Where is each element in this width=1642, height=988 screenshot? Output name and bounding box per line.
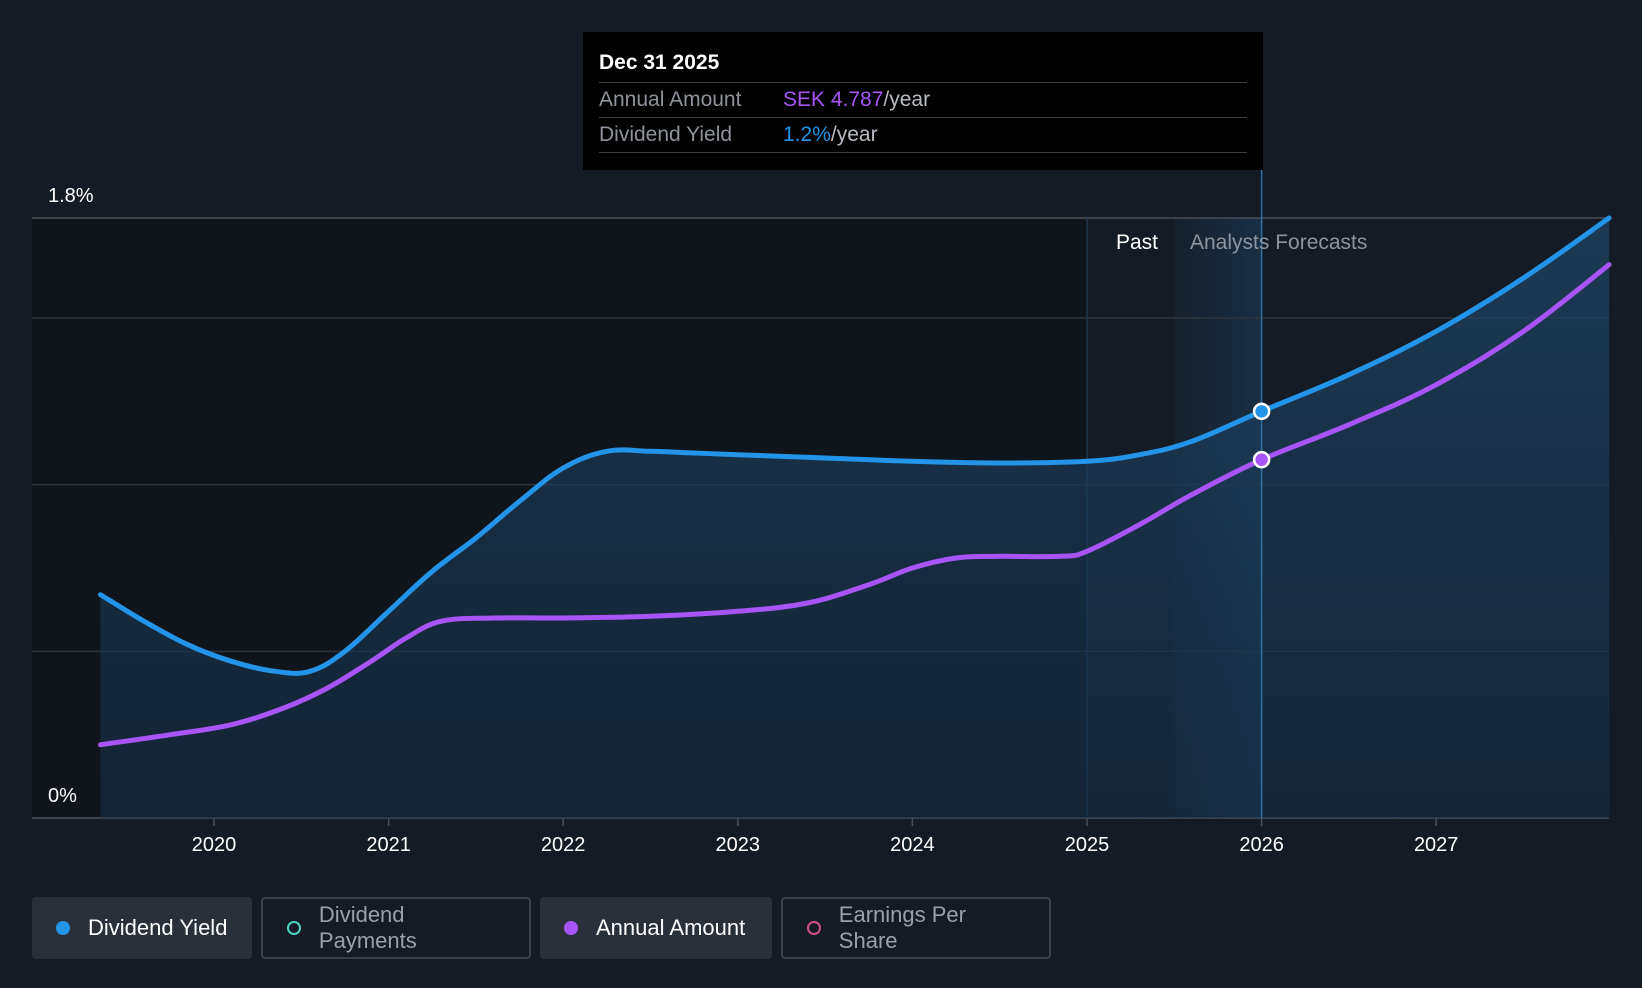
x-tick-label: 2021 [366,834,411,856]
x-tick-label: 2025 [1065,834,1110,856]
annual-amount-line [98,262,1612,748]
tooltip-dividend-yield-label: Dividend Yield [599,123,733,146]
legend-label-dividend-yield: Dividend Yield [88,915,228,940]
dividend-payments-ring-icon [287,921,301,935]
legend: Dividend Yield Dividend Payments Annual … [32,897,1051,959]
legend-label-annual-amount: Annual Amount [596,915,746,940]
tooltip-annual-amount-value: SEK 4.787 [783,88,884,111]
tooltip-annual-amount-unit: /year [883,88,931,111]
x-tick-label: 2024 [890,834,935,856]
x-tick-label: 2020 [192,834,237,856]
dividend-yield-line [98,215,1612,676]
tooltip-dividend-yield-unit: /year [830,123,878,146]
dividend-yield-dot-icon [56,921,70,935]
x-tick-label: 2026 [1239,834,1284,856]
tooltip-dividend-yield-value: 1.2% [783,123,831,146]
tooltip-date: Dec 31 2025 [599,32,1247,83]
tooltip-annual-amount-label: Annual Amount [599,88,742,111]
annual-amount-dot-icon [564,921,578,935]
tooltip: Dec 31 2025 Annual Amount SEK 4.787 /yea… [583,32,1263,170]
dividend-yield-marker[interactable] [1252,402,1271,421]
x-tick-label: 2022 [541,834,586,856]
legend-item-dividend-yield[interactable]: Dividend Yield [32,897,252,959]
past-label: Past [1116,231,1158,254]
forecast-label: Analysts Forecasts [1190,231,1367,254]
tooltip-row-annual-amount: Annual Amount SEK 4.787 /year [599,83,1247,118]
tooltip-row-dividend-yield: Dividend Yield 1.2% /year [599,118,1247,153]
x-tick-label: 2023 [716,834,761,856]
legend-item-dividend-payments[interactable]: Dividend Payments [261,897,531,959]
x-tick-label: 2027 [1414,834,1459,856]
yield-area-fill [100,218,1610,818]
legend-label-earnings-per-share: Earnings Per Share [838,902,966,953]
y-tick-label-max: 1.8% [48,185,94,207]
legend-item-earnings-per-share[interactable]: Earnings Per Share [781,897,1051,959]
legend-item-annual-amount[interactable]: Annual Amount [540,897,772,959]
annual-amount-marker[interactable] [1252,450,1271,469]
y-tick-label-min: 0% [48,785,77,807]
legend-label-dividend-payments: Dividend Payments [318,902,417,953]
earnings-per-share-ring-icon [807,921,821,935]
